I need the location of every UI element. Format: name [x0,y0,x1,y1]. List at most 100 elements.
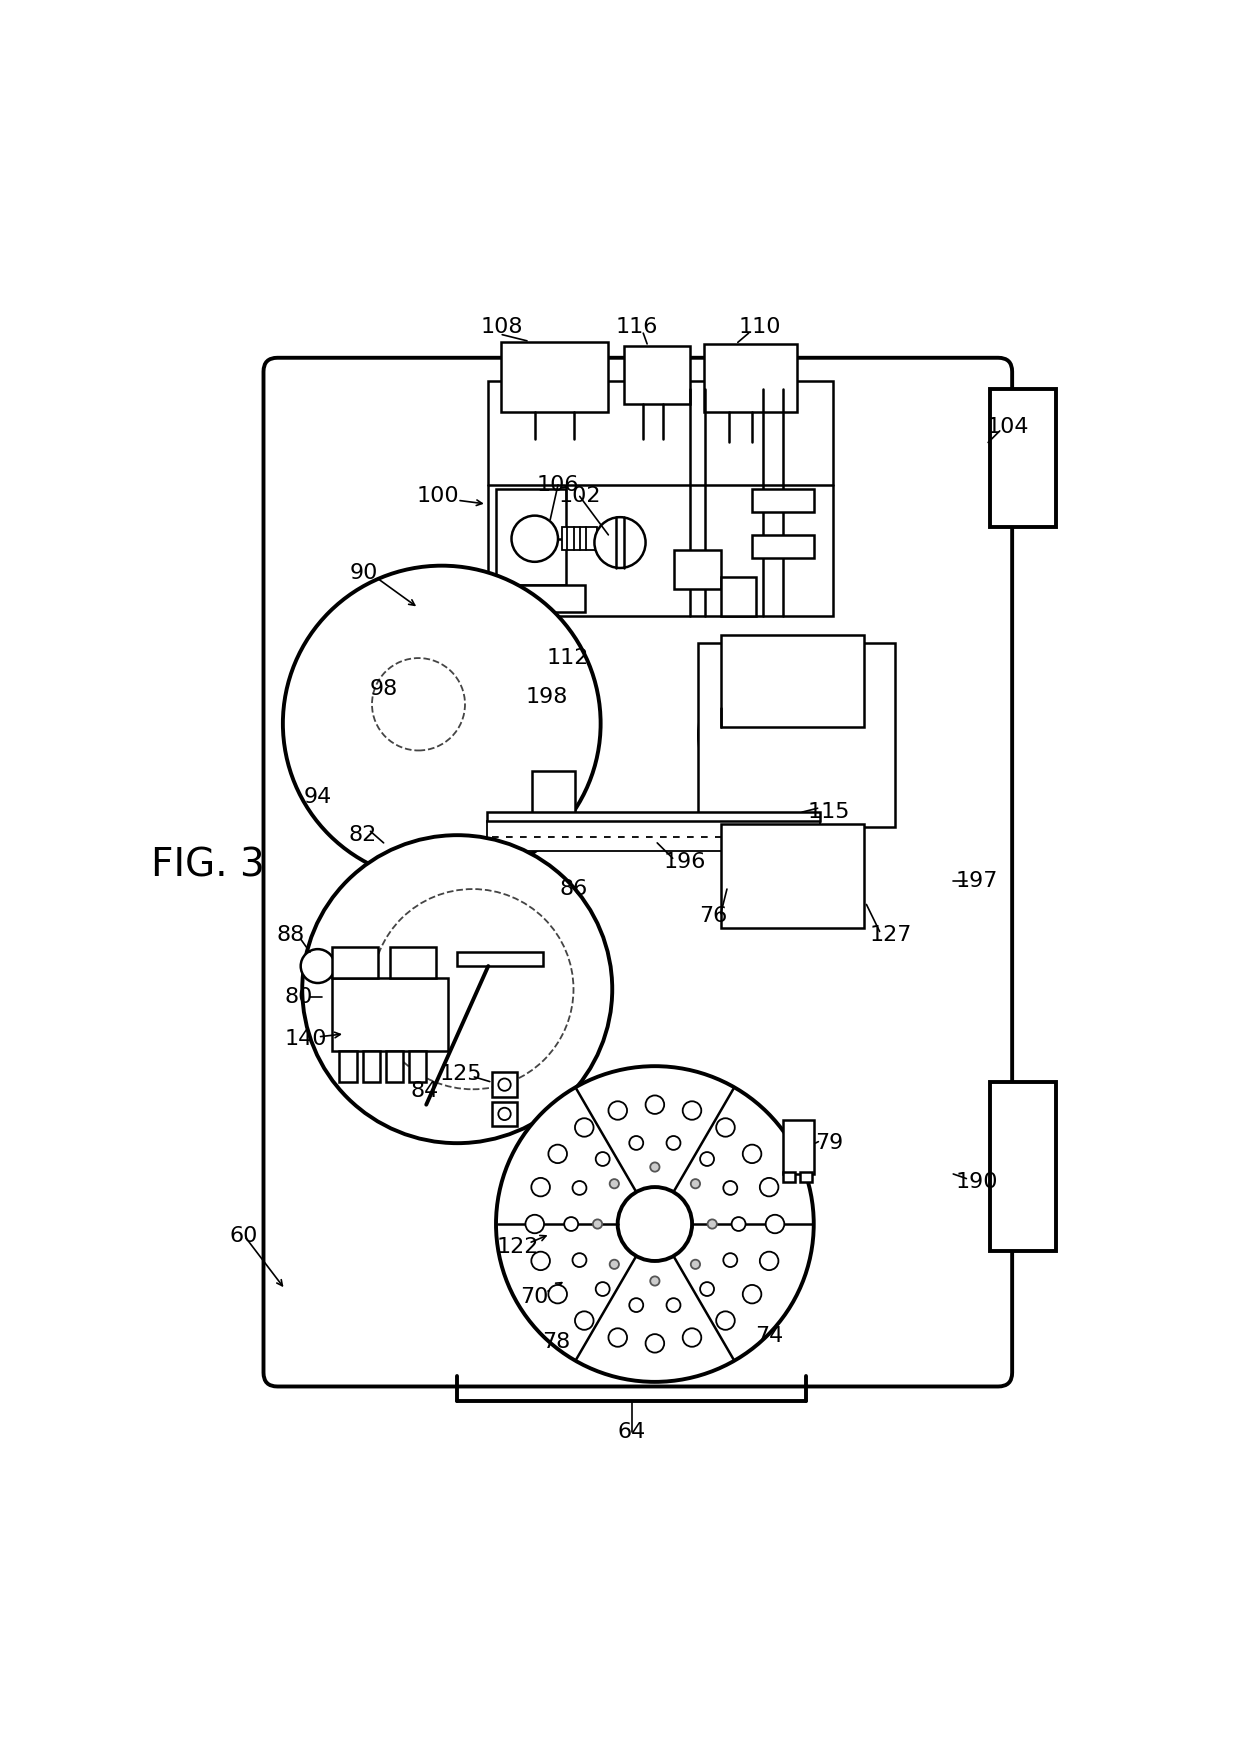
Text: 198: 198 [526,687,568,706]
Text: 110: 110 [738,317,781,336]
Bar [332,946,378,978]
Text: 90: 90 [350,563,378,584]
Circle shape [683,1328,702,1347]
Text: 70: 70 [521,1286,549,1307]
Text: 82: 82 [348,824,377,845]
Bar [562,526,596,551]
Bar [409,1051,427,1082]
Text: 104: 104 [986,417,1029,437]
Bar [800,1173,812,1182]
Bar [389,946,436,978]
Circle shape [691,1260,701,1269]
Bar [492,1072,517,1096]
Text: 106: 106 [537,474,579,495]
Circle shape [766,1215,784,1234]
Circle shape [667,1299,681,1312]
Circle shape [629,1136,644,1150]
Text: 122: 122 [496,1238,539,1257]
Bar [782,1173,795,1182]
Circle shape [372,889,573,1089]
Circle shape [646,1095,665,1114]
Circle shape [548,1145,567,1163]
Circle shape [498,1079,511,1091]
Circle shape [548,1285,567,1304]
Circle shape [717,1311,735,1330]
Text: 108: 108 [481,317,523,336]
FancyBboxPatch shape [263,357,1012,1386]
Circle shape [575,1311,594,1330]
Circle shape [775,720,806,751]
Text: 115: 115 [808,802,851,823]
Circle shape [526,1215,544,1234]
Bar [501,342,609,411]
Circle shape [303,835,613,1143]
Circle shape [300,950,335,983]
Circle shape [701,1152,714,1166]
Text: 76: 76 [699,906,727,926]
Circle shape [564,1217,578,1231]
Bar [332,978,448,1051]
Text: 88: 88 [277,926,305,945]
Bar [458,952,543,966]
Text: 78: 78 [542,1332,570,1353]
Circle shape [531,1251,549,1271]
Text: 74: 74 [755,1326,782,1346]
Circle shape [732,1217,745,1231]
Circle shape [573,1182,587,1196]
Text: 116: 116 [616,317,658,336]
Circle shape [646,1333,665,1353]
Bar [782,1121,813,1175]
Circle shape [575,1119,594,1136]
Text: 79: 79 [815,1133,843,1154]
Circle shape [609,1328,627,1347]
Bar [751,488,813,512]
Circle shape [283,566,600,882]
Bar [486,812,820,821]
Bar [704,343,797,411]
Text: 127: 127 [870,926,913,945]
Text: 94: 94 [304,786,332,807]
Circle shape [610,1178,619,1189]
Circle shape [609,1102,627,1119]
Circle shape [498,1109,511,1121]
Bar [492,1102,517,1126]
Bar [624,347,689,404]
Bar [991,389,1056,526]
Text: 100: 100 [417,486,459,507]
Circle shape [595,1283,610,1297]
Text: 60: 60 [229,1225,258,1246]
Circle shape [701,1283,714,1297]
Text: 86: 86 [559,878,588,899]
Bar [386,1051,403,1082]
Bar [363,1051,379,1082]
Bar [496,586,585,612]
Text: 197: 197 [955,872,998,891]
Circle shape [573,1253,587,1267]
Bar [751,535,813,558]
Text: 190: 190 [955,1171,998,1192]
Text: 196: 196 [663,852,706,872]
Text: 125: 125 [440,1063,482,1084]
Circle shape [618,1187,692,1260]
Text: 64: 64 [618,1422,646,1441]
Circle shape [610,1260,619,1269]
Circle shape [708,1220,717,1229]
Circle shape [667,1136,681,1150]
Circle shape [650,1276,660,1286]
Circle shape [717,1119,735,1136]
Circle shape [496,1067,813,1382]
Bar [720,824,864,927]
Bar [720,577,755,615]
Bar [486,821,820,851]
Bar [991,1082,1056,1251]
Text: 102: 102 [558,486,601,507]
Bar [697,643,895,828]
Circle shape [743,1145,761,1163]
Text: 84: 84 [410,1081,439,1102]
Bar [489,382,833,615]
Text: 80: 80 [284,987,312,1007]
Circle shape [723,1182,738,1196]
Text: 112: 112 [547,648,589,668]
Circle shape [511,516,558,561]
Circle shape [699,645,882,826]
